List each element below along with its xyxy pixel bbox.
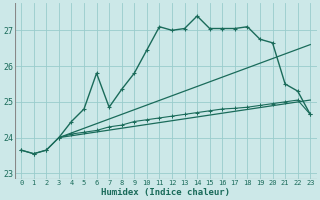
- X-axis label: Humidex (Indice chaleur): Humidex (Indice chaleur): [101, 188, 230, 197]
